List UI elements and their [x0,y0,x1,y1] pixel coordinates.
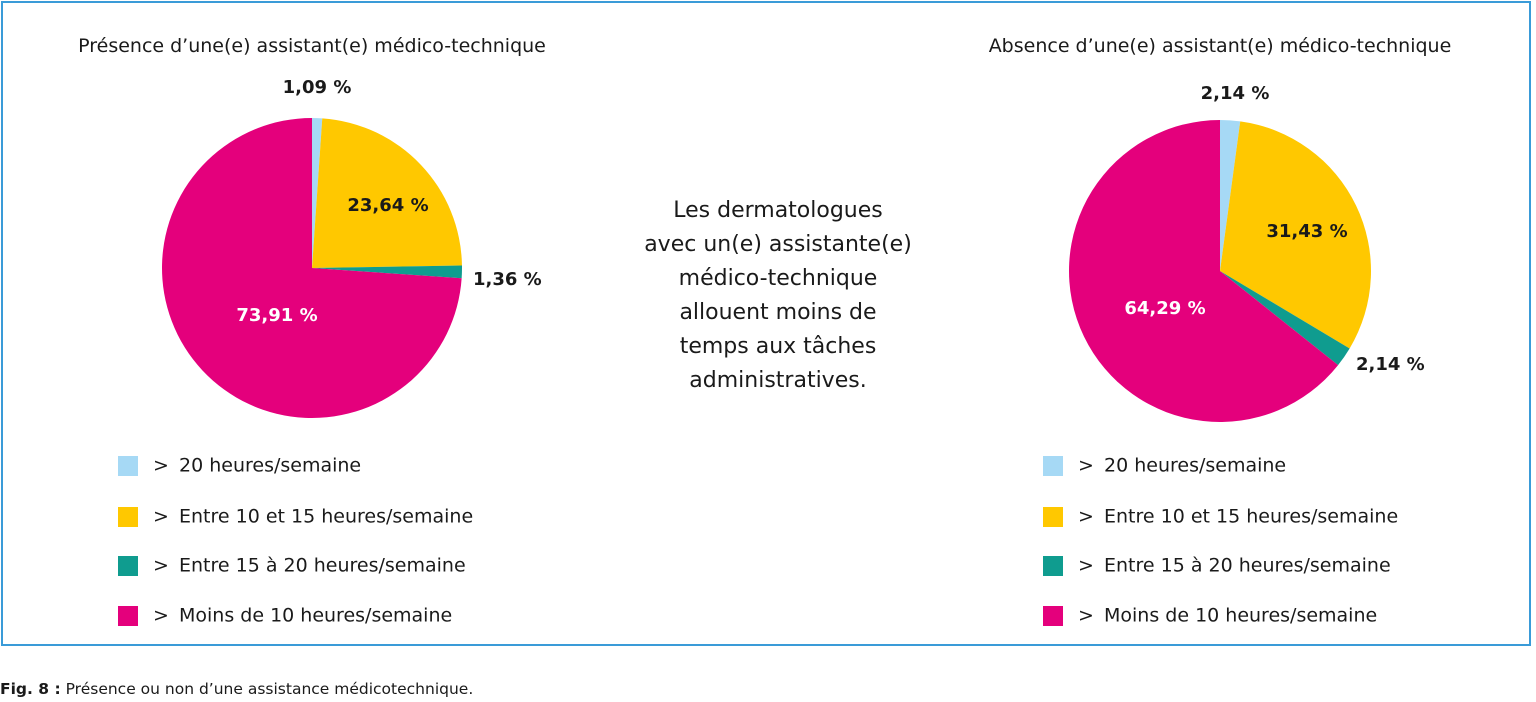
data-label-10-15h: 23,64 % [347,195,428,216]
chart-title-presence: Présence d’une(e) assistant(e) médico-te… [78,35,546,57]
pie-slice-15-20h [312,265,463,279]
legend-bullet: > [153,555,169,577]
legend-swatch-under-10h [1043,606,1063,626]
legend-swatch-over-20h [1043,456,1063,476]
legend-bullet: > [153,605,169,627]
pie-chart-absence: Absence d’une(e) assistant(e) médico-tec… [989,35,1452,627]
legend-label-15-20h: Entre 15 à 20 heures/semaine [179,555,466,577]
legend-swatch-under-10h [118,606,138,626]
pie-slice-over-20h [312,118,323,268]
data-label-15-20h: 2,14 % [1356,354,1425,375]
annotation-line: temps aux tâches [679,334,877,359]
legend-swatch-over-20h [118,456,138,476]
legend-label-15-20h: Entre 15 à 20 heures/semaine [1104,555,1391,577]
legend-bullet: > [1078,555,1094,577]
legend-label-10-15h: Entre 10 et 15 heures/semaine [1104,506,1398,528]
pie-labels-presence: 1,09 % 23,64 % 1,36 % 73,91 % [236,77,541,326]
pie-slice-over-20h [1220,119,1241,271]
data-label-under-10h: 73,91 % [236,305,317,326]
legend-swatch-10-15h [118,507,138,527]
legend-label-under-10h: Moins de 10 heures/semaine [179,605,452,627]
legend-swatch-10-15h [1043,507,1063,527]
legend-label-under-10h: Moins de 10 heures/semaine [1104,605,1377,627]
data-label-10-15h: 31,43 % [1266,221,1347,242]
legend-bullet: > [153,455,169,477]
pie-slice-under-10h [162,118,462,418]
annotation-line: avec un(e) assistante(e) [644,232,912,257]
pie-slices-absence [1069,119,1372,423]
data-label-15-20h: 1,36 % [473,269,542,290]
caption-label: Fig. 8 : [0,680,61,698]
annotation-line: Les dermatologues [673,198,883,223]
chart-title-absence: Absence d’une(e) assistant(e) médico-tec… [989,35,1452,57]
pie-labels-absence: 2,14 % 31,43 % 2,14 % 64,29 % [1124,83,1424,375]
legend-bullet: > [153,506,169,528]
annotation-line: médico-technique [678,266,878,291]
legend-bullet: > [1078,605,1094,627]
pie-slices-presence [162,118,463,418]
pie-slice-15-20h [1220,271,1350,366]
legend-bullet: > [1078,506,1094,528]
legend-bullet: > [1078,455,1094,477]
annotation-line: administratives. [689,368,867,393]
data-label-under-10h: 64,29 % [1124,298,1205,319]
figure-frame [1,1,1531,646]
data-label-over-20h: 1,09 % [283,77,352,98]
legend-label-10-15h: Entre 10 et 15 heures/semaine [179,506,473,528]
legend-presence: >20 heures/semaine > Entre 10 et 15 heures… [118,455,473,627]
caption-text: Présence ou non d’une assistance médicot… [65,680,474,698]
legend-label-over-20h: 20 heures/semaine [1104,455,1286,477]
figure-caption: Fig. 8 : Présence ou non d’une assistanc… [0,680,473,698]
pie-slice-10-15h [1220,121,1372,349]
legend-absence: >20 heures/semaine > Entre 10 et 15 heures… [1043,455,1398,627]
pie-slice-under-10h [1069,120,1339,423]
pie-slice-10-15h [312,118,462,268]
center-annotation: Les dermatologues avec un(e) assistante(… [600,194,956,398]
legend-swatch-15-20h [1043,556,1063,576]
legend-swatch-15-20h [118,556,138,576]
data-label-over-20h: 2,14 % [1201,83,1270,104]
pie-chart-presence: Présence d’une(e) assistant(e) médico-te… [78,35,546,627]
annotation-line: allouent moins de [679,300,877,325]
legend-label-over-20h: 20 heures/semaine [179,455,361,477]
